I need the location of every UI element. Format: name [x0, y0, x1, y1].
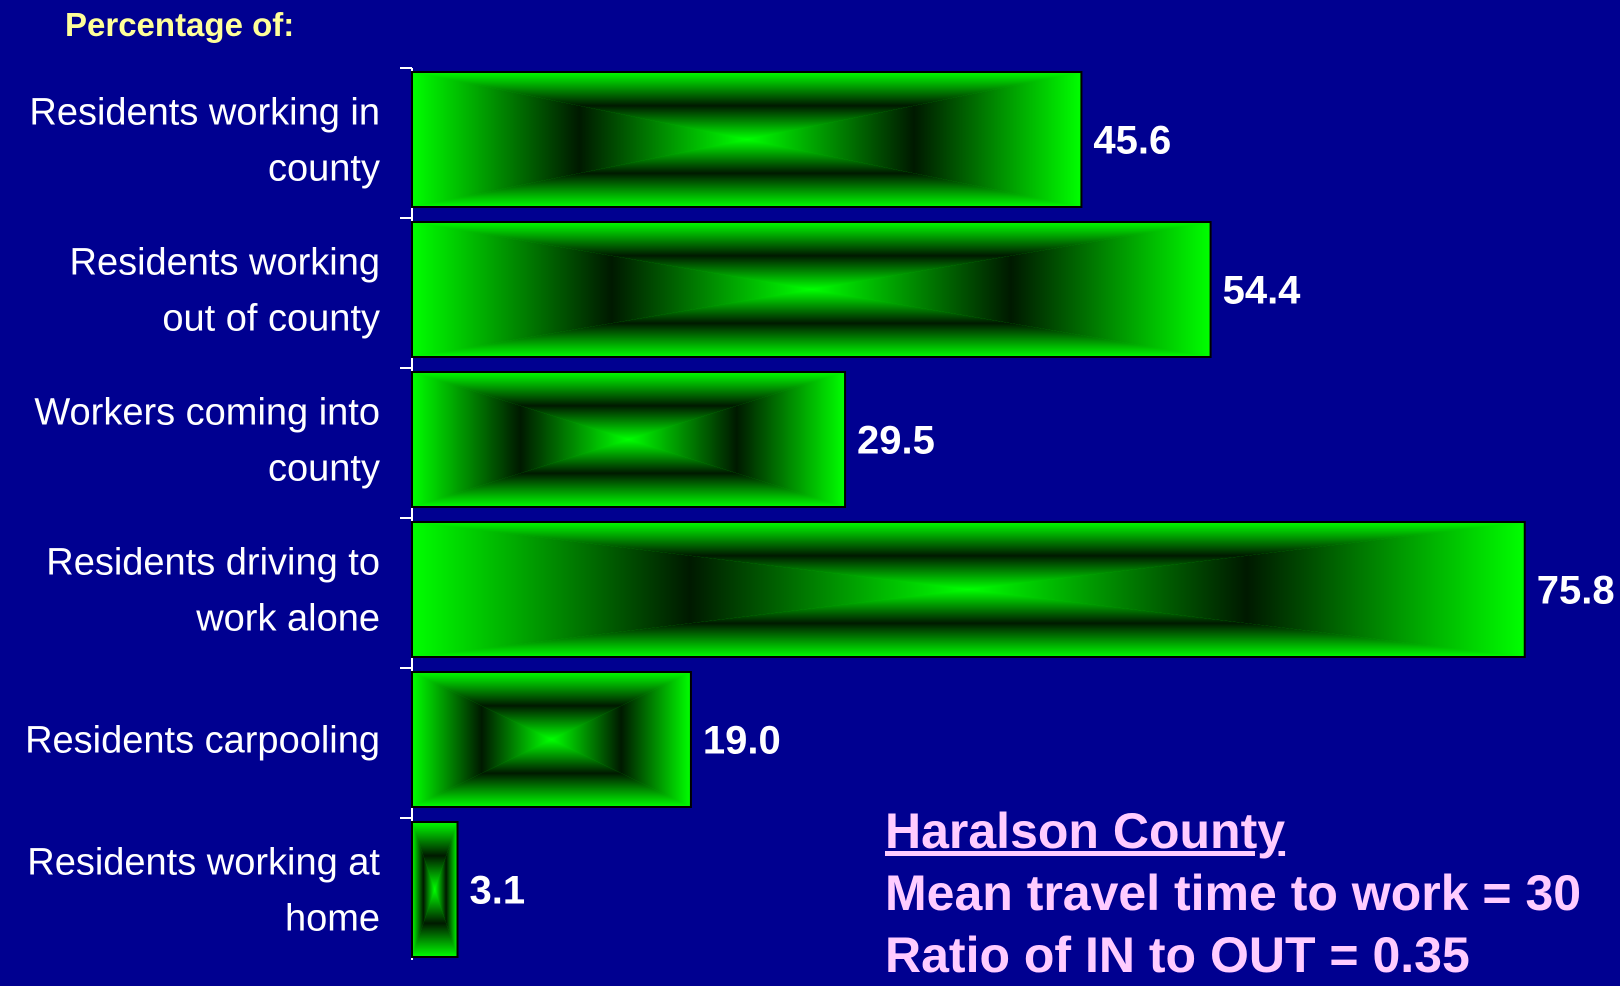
data-label: 45.6	[1093, 119, 1171, 163]
bar-group	[411, 221, 1212, 358]
category-label: Workers coming into county	[34, 392, 380, 490]
chart-heading: Percentage of:	[65, 6, 295, 43]
bar-group	[411, 371, 847, 508]
bar-outline	[411, 371, 847, 508]
category-label: Residents working in county	[29, 92, 380, 190]
category-label: Residents working at home	[27, 842, 380, 940]
category-label-line: county	[268, 148, 380, 190]
bar-outline	[411, 671, 692, 808]
bar-outline	[411, 71, 1083, 208]
bar-group	[411, 521, 1526, 658]
bar-outline	[411, 821, 459, 958]
category-label-line: Residents working in	[29, 92, 380, 134]
category-label-line: out of county	[162, 298, 380, 340]
category-label-line: Residents driving to	[46, 542, 380, 584]
category-label: Residents carpooling	[25, 720, 380, 762]
data-label: 54.4	[1223, 269, 1302, 313]
county-info: Haralson County Mean travel time to work…	[885, 800, 1581, 986]
mean-travel-time: Mean travel time to work = 30	[885, 865, 1582, 921]
ratio-in-out: Ratio of IN to OUT = 0.35	[885, 927, 1470, 983]
data-label: 19.0	[703, 719, 781, 763]
bar-chart: 45.6 Residents working in county 54.4 Reside…	[25, 67, 1615, 960]
category-label: Residents driving to work alone	[46, 542, 380, 640]
category-label-line: county	[268, 448, 380, 490]
category-label-line: Residents working at	[27, 842, 380, 884]
category-label-line: Workers coming into	[34, 392, 380, 434]
bar-outline	[411, 521, 1526, 658]
category-label-line: Residents carpooling	[25, 720, 380, 762]
category-label-line: Residents working	[70, 242, 380, 284]
category-label: Residents working out of county	[70, 242, 380, 340]
bar-outline	[411, 221, 1212, 358]
category-label-line: work alone	[195, 598, 380, 640]
category-label-line: home	[285, 898, 380, 940]
bar-group	[411, 671, 692, 808]
data-label: 75.8	[1537, 569, 1615, 613]
data-label: 29.5	[857, 419, 935, 463]
bar-group	[411, 821, 459, 958]
bar-group	[411, 71, 1083, 208]
county-title: Haralson County	[885, 803, 1286, 859]
data-label: 3.1	[470, 869, 526, 913]
